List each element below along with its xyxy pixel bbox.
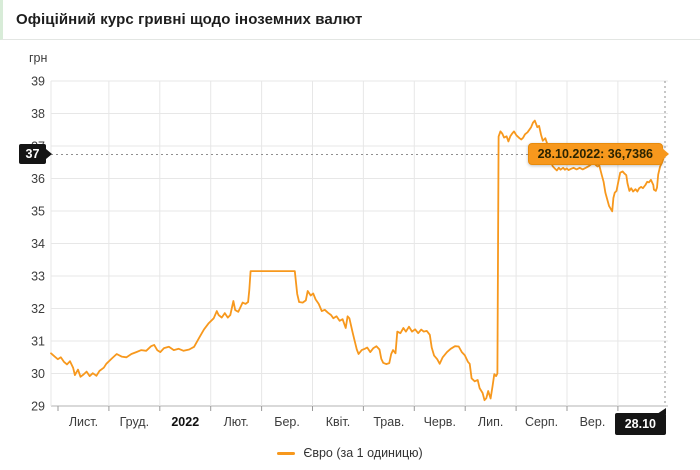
svg-text:2022: 2022 bbox=[171, 415, 199, 429]
svg-text:35: 35 bbox=[31, 205, 45, 219]
legend-item-euro[interactable]: Євро (за 1 одиницю) bbox=[277, 446, 423, 460]
svg-text:39: 39 bbox=[31, 75, 45, 89]
svg-text:29: 29 bbox=[31, 400, 45, 414]
legend-line-swatch bbox=[277, 451, 296, 455]
svg-text:Трав.: Трав. bbox=[373, 415, 404, 429]
svg-text:38: 38 bbox=[31, 107, 45, 121]
svg-text:Серп.: Серп. bbox=[525, 415, 558, 429]
svg-text:30: 30 bbox=[31, 367, 45, 381]
svg-text:33: 33 bbox=[31, 270, 45, 284]
svg-text:31: 31 bbox=[31, 335, 45, 349]
svg-text:36: 36 bbox=[31, 172, 45, 186]
page-title: Офіційний курс гривні щодо іноземних вал… bbox=[16, 11, 363, 28]
svg-text:Лют.: Лют. bbox=[224, 415, 249, 429]
x-axis-labels: Лист. Груд. 2022 Лют. Бер. Квіт. Трав. Черв. Лип… bbox=[69, 415, 605, 429]
legend: Євро (за 1 одиницю) bbox=[0, 446, 700, 460]
svg-text:34: 34 bbox=[31, 237, 45, 251]
chart-canvas[interactable]: 39 38 37 36 35 34 33 32 31 30 29 Лист. Груд. 2022 Лют.… bbox=[0, 40, 700, 470]
current-date-badge: 28.10 bbox=[614, 408, 667, 435]
svg-text:Черв.: Черв. bbox=[424, 415, 456, 429]
y-axis-unit-label: грн bbox=[29, 51, 48, 65]
gridlines bbox=[50, 80, 668, 407]
svg-text:Вер.: Вер. bbox=[580, 415, 606, 429]
svg-text:32: 32 bbox=[31, 302, 45, 316]
svg-text:Груд.: Груд. bbox=[120, 415, 149, 429]
euro-rate-line bbox=[50, 119, 666, 402]
current-value-badge: 37 bbox=[19, 144, 52, 165]
svg-text:Лист.: Лист. bbox=[69, 415, 98, 429]
x-axis-ticks bbox=[57, 406, 619, 411]
chart-area: 39 38 37 36 35 34 33 32 31 30 29 Лист. Груд. 2022 Лют.… bbox=[0, 40, 700, 470]
crosshair-marker bbox=[51, 81, 668, 406]
y-axis-labels: 3938373635343332313029 bbox=[31, 75, 45, 414]
svg-text:Лип.: Лип. bbox=[478, 415, 503, 429]
legend-label: Євро (за 1 одиницю) bbox=[303, 446, 423, 460]
svg-text:Квіт.: Квіт. bbox=[326, 415, 351, 429]
value-tooltip: 28.10.2022: 36,7386 bbox=[527, 143, 670, 166]
widget-header: Офіційний курс гривні щодо іноземних вал… bbox=[0, 0, 700, 40]
svg-text:Бер.: Бер. bbox=[274, 415, 300, 429]
